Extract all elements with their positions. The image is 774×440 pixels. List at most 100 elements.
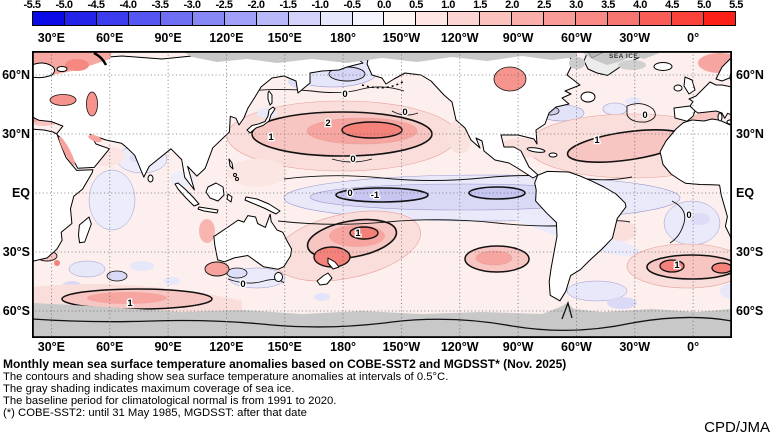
sst-anomaly-map: 0 0 1 2 0 0 -1 1 0 1 0 1 0 1 SEA ICE xyxy=(32,51,732,338)
latitude-label: 60°S xyxy=(736,304,764,318)
contour-label-0: 0 xyxy=(240,279,245,290)
latitude-label: 30°S xyxy=(736,245,764,259)
longitude-label: 150°W xyxy=(382,31,421,45)
contour-label--1: -1 xyxy=(371,190,380,201)
contour-label-1: 1 xyxy=(127,298,133,309)
colorbar-tick-label: 3.0 xyxy=(569,0,583,11)
colorbar-tick-label: -5.5 xyxy=(23,0,41,11)
latitude-label: 30°S xyxy=(2,245,30,259)
longitude-label: 150°E xyxy=(267,340,302,354)
contour-label-1: 1 xyxy=(355,228,361,239)
colorbar-tick-label: 0.5 xyxy=(409,0,423,11)
longitude-label: 60°W xyxy=(561,31,592,45)
antarctic-sea-ice xyxy=(32,303,732,338)
colorbar-cell xyxy=(448,12,481,25)
contour-label-0: 0 xyxy=(642,110,647,121)
colorbar-cell xyxy=(416,12,449,25)
longitude-label: 180° xyxy=(330,31,357,45)
longitude-label: 90°W xyxy=(502,31,534,45)
colorbar-tick-label: -3.0 xyxy=(183,0,201,11)
sea-ice-label: SEA ICE xyxy=(609,53,638,60)
latitude-label: EQ xyxy=(11,186,30,200)
colorbar-cell xyxy=(160,12,193,25)
colorbar-tick-label: 5.5 xyxy=(729,0,743,11)
hudson-bay xyxy=(493,66,527,92)
colorbar-tick-label: 5.0 xyxy=(697,0,711,11)
longitude-label: 90°E xyxy=(154,340,182,354)
colorbar-cell xyxy=(576,12,609,25)
longitude-label: 30°E xyxy=(37,31,66,45)
barents-sea-region xyxy=(32,51,112,79)
contour-label-1: 1 xyxy=(674,260,680,271)
latitude-label: 30°N xyxy=(736,127,764,141)
contour-value-labels: 0 0 1 2 0 0 -1 1 0 1 0 1 0 1 xyxy=(126,88,693,311)
colorbar-cell xyxy=(33,12,65,25)
colorbar-cell xyxy=(256,12,289,25)
map-frame-border xyxy=(32,51,732,338)
contour-label-2: 2 xyxy=(325,118,330,129)
colorbar-cell xyxy=(544,12,577,25)
colorbar-tick-label: -0.5 xyxy=(343,0,361,11)
longitude-label: 90°W xyxy=(502,340,534,354)
colorbar xyxy=(32,11,736,26)
credit-cpd-jma: CPD/JMA xyxy=(704,419,770,436)
longitude-label: 150°W xyxy=(382,340,421,354)
caption-line: The baseline period for climatological n… xyxy=(3,395,337,407)
colorbar-cell xyxy=(512,12,545,25)
colorbar-cell xyxy=(288,12,321,25)
colorbar-cell xyxy=(64,12,97,25)
longitude-label: 90°E xyxy=(154,31,182,45)
colorbar-tick-label: 3.5 xyxy=(601,0,615,11)
colorbar-cell xyxy=(640,12,673,25)
colorbar-tick-label: -2.0 xyxy=(247,0,265,11)
contour-label-0: 0 xyxy=(347,188,352,199)
colorbar-tick-label: -1.5 xyxy=(279,0,297,11)
colorbar-tick-label: 1.0 xyxy=(441,0,455,11)
contour-label-0: 0 xyxy=(402,107,407,118)
longitude-label: 60°E xyxy=(96,31,124,45)
colorbar-cell xyxy=(480,12,513,25)
colorbar-cell xyxy=(384,12,417,25)
black-sea xyxy=(49,94,77,106)
colorbar-tick-label: 4.5 xyxy=(665,0,679,11)
colorbar-tick-label: 1.5 xyxy=(473,0,487,11)
red-sea xyxy=(59,136,75,166)
colorbar-cell xyxy=(672,12,705,25)
caption-line: (*) COBE-SST2: until 31 May 1985, MGDSST… xyxy=(3,407,307,419)
longitude-label: 120°W xyxy=(440,31,479,45)
colorbar-cell xyxy=(320,12,353,25)
longitude-label: 150°E xyxy=(267,31,302,45)
contour-label-1: 1 xyxy=(594,135,600,146)
persian-gulf xyxy=(88,134,102,143)
colorbar-cell xyxy=(352,12,385,25)
latitude-label: 60°N xyxy=(2,68,30,82)
colorbar-tick-label: -3.5 xyxy=(151,0,169,11)
longitude-label: 120°E xyxy=(209,340,244,354)
colorbar-cell xyxy=(224,12,257,25)
contour-label-1: 1 xyxy=(268,132,274,143)
colorbar-cell xyxy=(608,12,641,25)
longitude-label: 180° xyxy=(330,340,357,354)
colorbar-tick-label: 4.0 xyxy=(633,0,647,11)
latitude-label: 60°N xyxy=(736,68,764,82)
colorbar-tick-label: -4.5 xyxy=(87,0,105,11)
colorbar-tick-label: -1.0 xyxy=(311,0,329,11)
contour-label-0: 0 xyxy=(686,210,691,221)
colorbar-tick-label: -4.0 xyxy=(119,0,137,11)
colorbar-cell xyxy=(704,12,735,25)
colorbar-cell xyxy=(128,12,161,25)
colorbar-tick-label: 2.5 xyxy=(537,0,551,11)
colorbar-cell xyxy=(192,12,225,25)
longitude-label: 0° xyxy=(687,340,700,354)
longitude-label: 30°W xyxy=(619,340,651,354)
latitude-label: 30°N xyxy=(2,127,30,141)
colorbar-tick-label: 2.0 xyxy=(505,0,519,11)
colorbar-tick-label: -5.0 xyxy=(55,0,73,11)
colorbar-tick-label: -2.5 xyxy=(215,0,233,11)
antarctic-coastline xyxy=(32,316,732,331)
longitude-label: 60°E xyxy=(96,340,124,354)
colorbar-tick-label: 0.0 xyxy=(377,0,391,11)
caption-line: The gray shading indicates maximum cover… xyxy=(3,383,295,395)
figure-title: Monthly mean sea surface temperature ano… xyxy=(3,357,567,371)
